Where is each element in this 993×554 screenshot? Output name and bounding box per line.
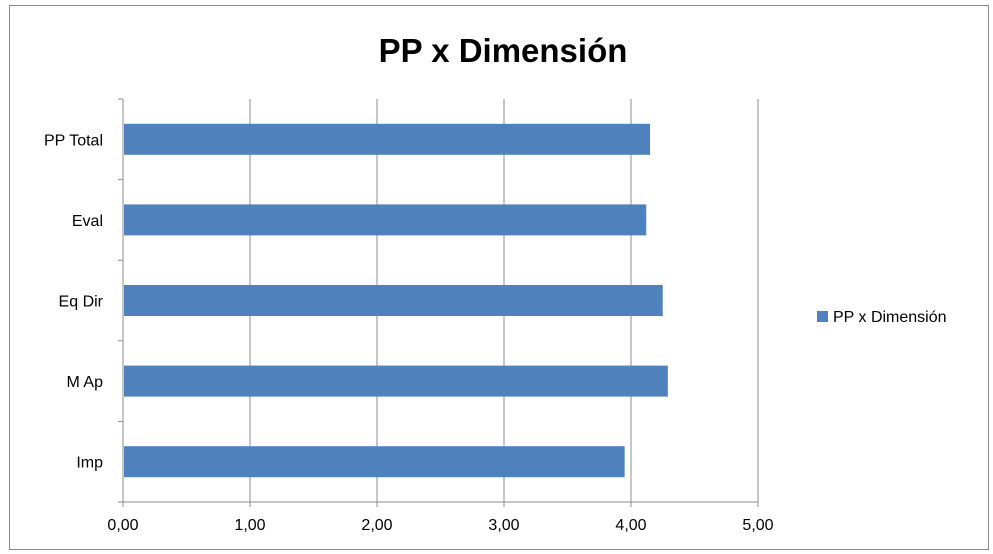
x-tick-label: 4,00 [615,517,646,534]
x-tick-label: 0,00 [107,517,138,534]
legend: PP x Dimensión [817,309,947,326]
x-tick-label: 3,00 [488,517,519,534]
legend-swatch [817,311,828,322]
y-category-label: Imp [76,455,103,472]
bar [124,285,663,316]
bar [124,446,625,478]
legend-label: PP x Dimensión [833,309,947,326]
bars [124,123,668,478]
axes: 0,00 1,00 2,00 3,00 4,00 5,00 PP Total Eval Eq D… [44,98,774,534]
y-category-label: Eq Dir [59,294,104,311]
bar [124,365,668,397]
bar [124,204,647,236]
chart-title: PP x Dimensión [379,32,628,69]
bar [124,123,651,155]
y-category-label: Eval [72,213,103,230]
x-tick-label: 2,00 [361,517,392,534]
y-category-label: M Ap [67,374,104,391]
y-category-label: PP Total [44,132,103,149]
x-tick-label: 1,00 [234,517,265,534]
x-tick-label: 5,00 [742,517,773,534]
